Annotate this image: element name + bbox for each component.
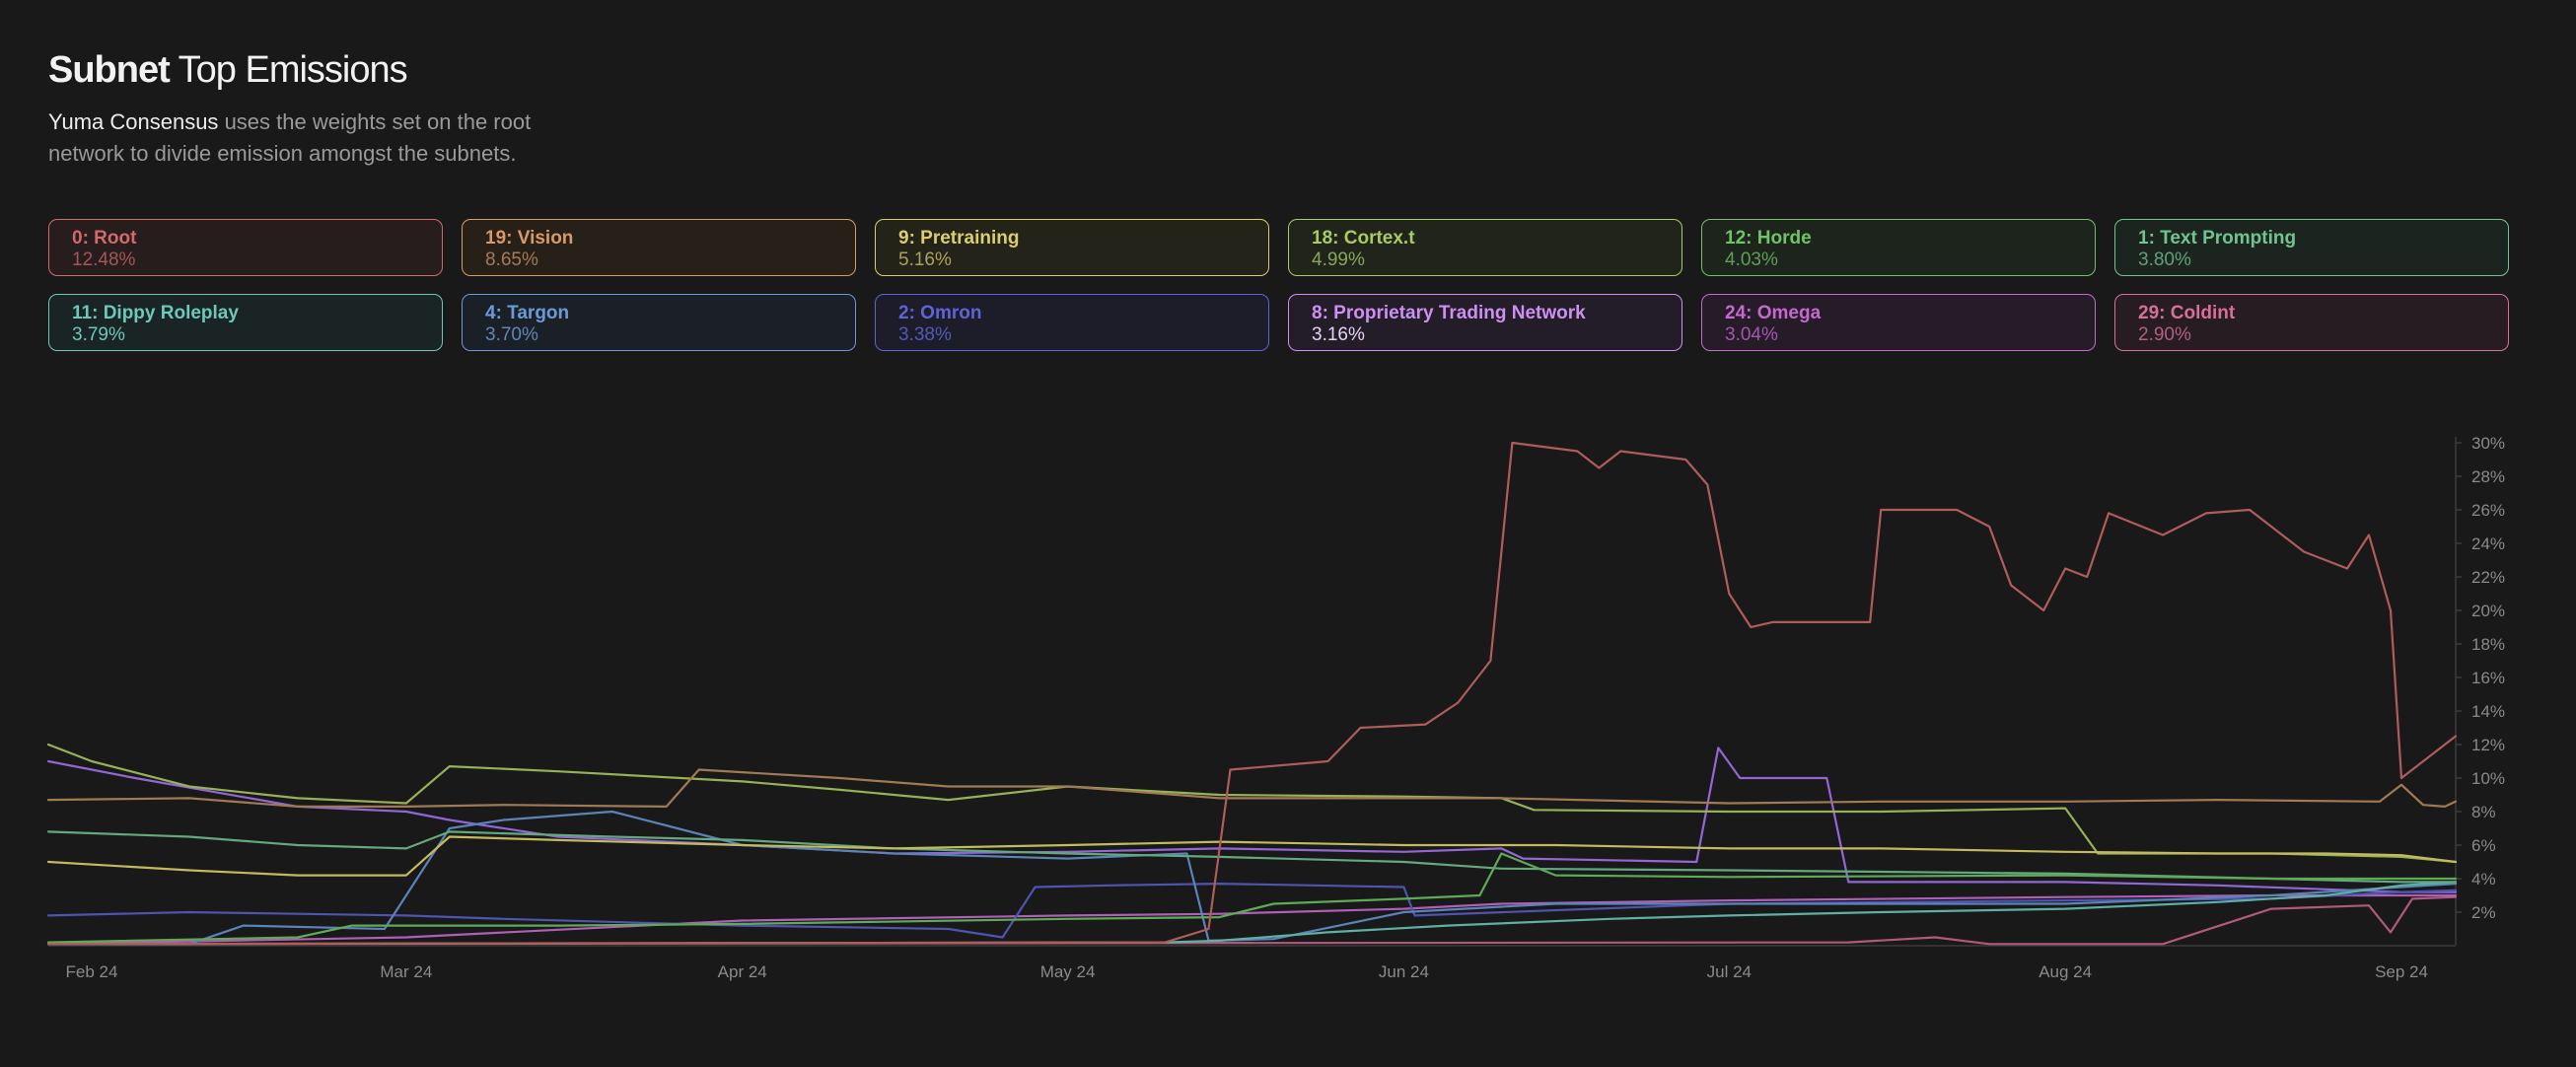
series-line[interactable] <box>46 768 2458 808</box>
subnet-card-value: 3.16% <box>1312 324 1365 345</box>
x-tick-label: Mar 24 <box>380 962 432 981</box>
y-tick-label: 8% <box>2471 803 2496 821</box>
series-line[interactable] <box>46 830 2458 884</box>
x-tick-label: Jul 24 <box>1707 962 1752 981</box>
y-tick-label: 14% <box>2471 702 2505 721</box>
subnet-card-label: 19: Vision <box>485 228 574 249</box>
series-line[interactable] <box>46 835 2458 877</box>
subnet-card-label: 29: Coldint <box>2138 303 2236 323</box>
page-description: Yuma Consensus uses the weights set on t… <box>48 107 601 170</box>
x-tick-label: May 24 <box>1040 962 1096 981</box>
subnet-card-label: 24: Omega <box>1725 303 1822 323</box>
subnet-card[interactable]: 18: Cortex.t 4.99% <box>1288 219 1682 276</box>
subnet-card-value: 8.65% <box>485 249 538 270</box>
y-tick-label: 24% <box>2471 534 2505 553</box>
y-tick-label: 26% <box>2471 501 2505 520</box>
subnet-card[interactable]: 4: Targon 3.70% <box>462 294 856 351</box>
subnet-card-label: 18: Cortex.t <box>1312 228 1415 249</box>
series-line[interactable] <box>46 441 2458 946</box>
series-line[interactable] <box>46 743 2458 864</box>
y-tick-label: 20% <box>2471 602 2505 620</box>
subnet-card[interactable]: 0: Root 12.48% <box>48 219 443 276</box>
subnet-card[interactable]: 11: Dippy Roleplay 3.79% <box>48 294 443 351</box>
series-line[interactable] <box>46 895 2458 946</box>
subnet-card-label: 8: Proprietary Trading Network <box>1312 303 1586 323</box>
title-rest: Top Emissions <box>178 49 408 91</box>
subnet-card-label: 2: Omron <box>898 303 982 323</box>
subnet-card-value: 4.03% <box>1725 249 1778 270</box>
series-line[interactable] <box>46 881 2458 946</box>
subnet-card-value: 3.80% <box>2138 249 2191 270</box>
y-tick-label: 30% <box>2471 434 2505 453</box>
subnet-card[interactable]: 1: Text Prompting 3.80% <box>2114 219 2509 276</box>
y-tick-label: 28% <box>2471 467 2505 486</box>
subnet-card-value: 3.79% <box>72 324 125 345</box>
title-bold: Subnet <box>48 49 171 91</box>
x-tick-label: Sep 24 <box>2375 962 2428 981</box>
y-tick-label: 6% <box>2471 836 2496 855</box>
subnet-card-label: 1: Text Prompting <box>2138 228 2297 249</box>
subnet-card[interactable]: 24: Omega 3.04% <box>1701 294 2096 351</box>
x-tick-label: Apr 24 <box>718 962 767 981</box>
description-highlight: Yuma Consensus <box>48 109 219 134</box>
y-tick-label: 16% <box>2471 669 2505 687</box>
subnet-card[interactable]: 2: Omron 3.38% <box>875 294 1269 351</box>
description-line2: network to divide emission amongst the s… <box>48 141 517 166</box>
subnet-card[interactable]: 19: Vision 8.65% <box>462 219 856 276</box>
subnet-card-value: 3.70% <box>485 324 538 345</box>
subnet-card-value: 3.04% <box>1725 324 1778 345</box>
subnet-cards: 0: Root 12.48% 19: Vision 8.65% 9: Pretraini… <box>48 219 2509 351</box>
subnet-card[interactable]: 9: Pretraining 5.16% <box>875 219 1269 276</box>
x-tick-label: Aug 24 <box>2039 962 2092 981</box>
subnet-card-label: 9: Pretraining <box>898 228 1020 249</box>
subnet-card-value: 12.48% <box>72 249 136 270</box>
series-line[interactable] <box>46 883 2458 939</box>
x-tick-label: Feb 24 <box>66 962 118 981</box>
subnet-card-label: 0: Root <box>72 228 137 249</box>
y-tick-label: 22% <box>2471 568 2505 587</box>
description-line1: uses the weights set on the root <box>224 109 532 134</box>
y-tick-label: 10% <box>2471 769 2505 788</box>
emissions-line-chart: 2% 4% 6% 8% 10% 12% 14% 16% 18% 20% 22% 24% 26% 28% 30… <box>46 434 2505 981</box>
page-title: Subnet Top Emissions <box>48 49 408 92</box>
subnet-card[interactable]: 8: Proprietary Trading Network 3.16% <box>1288 294 1682 351</box>
subnet-card-value: 3.38% <box>898 324 952 345</box>
y-tick-label: 2% <box>2471 903 2496 922</box>
y-tick-label: 4% <box>2471 870 2496 889</box>
subnet-card-value: 5.16% <box>898 249 952 270</box>
series-line[interactable] <box>46 747 2458 893</box>
subnet-card-label: 12: Horde <box>1725 228 1812 249</box>
series-line[interactable] <box>46 852 2458 944</box>
subnet-card-label: 11: Dippy Roleplay <box>72 303 239 323</box>
x-tick-label: Jun 24 <box>1379 962 1429 981</box>
subnet-card-value: 2.90% <box>2138 324 2191 345</box>
y-tick-label: 12% <box>2471 736 2505 754</box>
y-tick-label: 18% <box>2471 635 2505 654</box>
subnet-card[interactable]: 29: Coldint 2.90% <box>2114 294 2509 351</box>
subnet-card-value: 4.99% <box>1312 249 1365 270</box>
subnet-card[interactable]: 12: Horde 4.03% <box>1701 219 2096 276</box>
subnet-card-label: 4: Targon <box>485 303 570 323</box>
series-line[interactable] <box>46 810 2458 946</box>
